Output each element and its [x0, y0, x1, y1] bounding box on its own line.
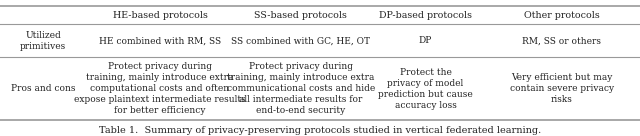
Text: SS-based protocols: SS-based protocols — [254, 11, 348, 20]
Text: Table 1.  Summary of privacy-preserving protocols studied in vertical federated : Table 1. Summary of privacy-preserving p… — [99, 126, 541, 135]
Text: Other protocols: Other protocols — [524, 11, 600, 20]
Text: SS combined with GC, HE, OT: SS combined with GC, HE, OT — [231, 36, 371, 45]
Text: Utilized
primitives: Utilized primitives — [20, 31, 67, 51]
Text: Protect the
privacy of model
prediction but cause
accuracy loss: Protect the privacy of model prediction … — [378, 68, 473, 110]
Text: Protect privacy during
training, mainly introduce extra
computational costs and : Protect privacy during training, mainly … — [74, 62, 246, 115]
Text: Very efficient but may
contain severe privacy
risks: Very efficient but may contain severe pr… — [509, 73, 614, 104]
Text: HE-based protocols: HE-based protocols — [113, 11, 207, 20]
Text: HE combined with RM, SS: HE combined with RM, SS — [99, 36, 221, 45]
Text: RM, SS or others: RM, SS or others — [522, 36, 601, 45]
Text: DP-based protocols: DP-based protocols — [379, 11, 472, 20]
Text: DP: DP — [419, 36, 432, 45]
Text: Pros and cons: Pros and cons — [11, 84, 76, 93]
Text: Protect privacy during
training, mainly introduce extra
communicational costs an: Protect privacy during training, mainly … — [227, 62, 375, 115]
